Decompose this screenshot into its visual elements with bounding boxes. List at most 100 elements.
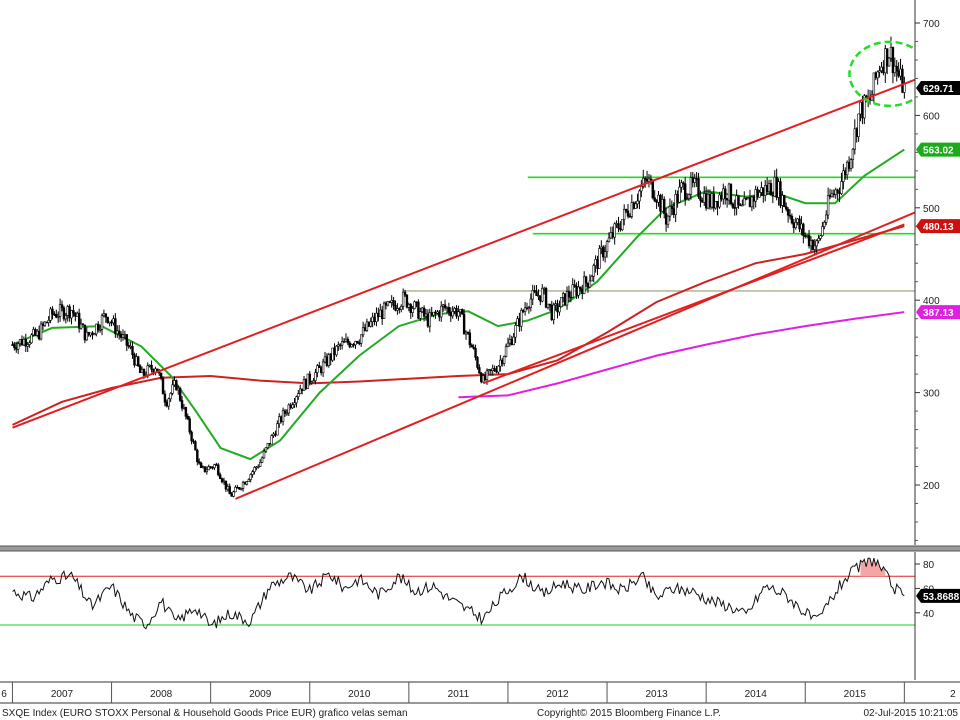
candle-body (26, 344, 29, 347)
candle-body (360, 334, 363, 344)
candle-body (196, 449, 199, 463)
candle-body (819, 235, 822, 239)
candle-body (466, 331, 470, 334)
candle-body (449, 311, 452, 317)
candle-body (887, 57, 891, 67)
candle-body (89, 332, 92, 336)
candle-body (714, 200, 717, 209)
candle-body (481, 375, 485, 383)
last-value-tag-shape-rsi (916, 588, 960, 603)
candle-body (47, 320, 50, 323)
candle-body (476, 357, 479, 368)
axes: 7006005004003002008060406200720082009201… (0, 0, 960, 704)
candle-body (550, 304, 553, 321)
candle-body (724, 188, 727, 199)
candle-body (836, 189, 839, 193)
trend-line-1 (235, 211, 915, 500)
candle-body (41, 323, 45, 326)
candle-body (523, 307, 527, 312)
candle-body (270, 435, 273, 445)
candle-body (712, 193, 715, 209)
candle-body (415, 301, 418, 304)
candle-body (337, 344, 340, 347)
candle-body (554, 303, 557, 306)
candle-body (388, 301, 391, 303)
candle-body (180, 400, 184, 409)
candle-body (384, 302, 388, 306)
candle-body (127, 345, 130, 347)
candle-body (649, 178, 653, 181)
candle-body (369, 321, 372, 327)
candle-body (737, 195, 740, 206)
candle-body (725, 198, 729, 201)
candle-body (525, 307, 529, 310)
candle-body (727, 183, 731, 201)
candle-body (375, 312, 378, 322)
candle-body (83, 324, 87, 341)
candle-body (619, 227, 622, 231)
candle-body (565, 291, 569, 306)
candle-body (258, 461, 262, 467)
candle-body (832, 193, 836, 196)
candle-body (346, 338, 350, 344)
candle-body (786, 208, 790, 216)
candle-body (110, 321, 113, 324)
last-value-tag-rsi: 53.8688 (916, 588, 960, 603)
candle-body (699, 196, 702, 201)
candle-body (306, 373, 310, 389)
candle-body (562, 293, 565, 298)
candle-body (451, 311, 454, 317)
candle-body (125, 334, 128, 346)
candle-body (445, 307, 449, 309)
candle-body (11, 344, 14, 346)
candle-body (640, 186, 643, 192)
candle-body (485, 370, 489, 380)
candle-body (609, 232, 613, 239)
candle-body (230, 493, 233, 497)
candle-body (508, 339, 512, 344)
candle-body (335, 345, 338, 356)
candle-body (706, 194, 710, 209)
candle-body (45, 321, 48, 324)
candle-body (62, 307, 66, 320)
candle-body (537, 295, 540, 297)
candle-body (352, 344, 355, 346)
x-tick-label-8: 2014 (745, 689, 768, 700)
candle-body (739, 204, 742, 207)
candle-body (310, 381, 313, 384)
candle-body (49, 308, 52, 321)
candle-body (546, 303, 550, 308)
candle-body (403, 291, 407, 296)
candle-body (186, 415, 189, 419)
candle-body (720, 194, 723, 200)
candle-body (241, 482, 245, 489)
rsi-tick-label-0: 80 (923, 560, 935, 571)
candle-body (129, 346, 132, 348)
candle-body (218, 474, 222, 480)
candle-body (438, 311, 441, 318)
candle-body (811, 240, 815, 250)
candle-body (289, 404, 292, 409)
candle-body (13, 344, 16, 348)
candle-body (411, 308, 414, 313)
candle-body (354, 341, 357, 346)
candle-body (205, 469, 209, 472)
candle-body (319, 367, 323, 374)
candle-body (28, 342, 31, 345)
candle-body (114, 318, 117, 335)
candle-body (138, 365, 142, 374)
footer-copyright-text: Copyright© 2015 Bloomberg Finance L.P. (537, 708, 721, 719)
candle-body (32, 329, 35, 336)
candle-body (232, 491, 235, 497)
candle-body (581, 288, 584, 294)
candle-body (409, 304, 412, 313)
candle-body (314, 372, 317, 381)
candle-body (575, 286, 578, 296)
candle-body (651, 179, 654, 199)
candle-body (474, 348, 477, 358)
candle-body (363, 327, 367, 331)
candle-body (188, 418, 191, 433)
candle-body (750, 196, 754, 208)
candle-body (695, 178, 698, 180)
